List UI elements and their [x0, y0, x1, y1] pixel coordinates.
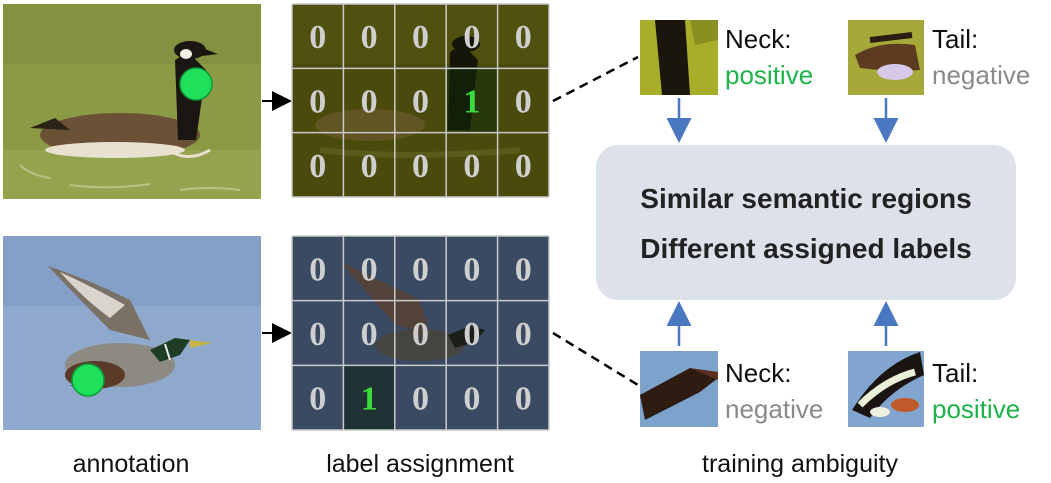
- grid-bottom-cell-label: 0: [412, 316, 429, 353]
- grid-top-background: [292, 4, 549, 197]
- patch-top-left-part: Neck:: [725, 24, 791, 54]
- grid-top-cell-label: 0: [361, 148, 378, 185]
- ambiguity-box-line1: Similar semantic regions: [640, 183, 971, 214]
- grid-top-cell-label: 0: [361, 19, 378, 56]
- caption-training-ambiguity: training ambiguity: [702, 450, 898, 478]
- grid-bottom: 0 0 0 0 00 0 0 0 00 1 0 0 0: [291, 235, 550, 431]
- annotation-point-marker: [179, 67, 213, 101]
- grid-bottom-cell-label: 0: [463, 381, 480, 418]
- grid-top-cell-label: 0: [361, 84, 378, 121]
- grid-bottom-cell-label: 0: [309, 316, 326, 353]
- grid-top-cell-label: 0: [309, 19, 326, 56]
- caption-annotation: annotation: [73, 450, 190, 478]
- grid-bottom-cell-label: 1: [361, 381, 378, 418]
- caption-label-assignment: label assignment: [326, 450, 514, 478]
- patch-tail-bottom: [848, 351, 924, 427]
- grid-top-cell-label: 1: [463, 84, 480, 121]
- grid-top: 0 0 0 0 00 0 0 1 00 0 0 0 0: [291, 3, 550, 198]
- duck-photo: [3, 236, 261, 430]
- grid-top-cell-label: 0: [515, 148, 532, 185]
- grid-bottom-cell-label: 0: [309, 251, 326, 288]
- patch-top-right-part: Tail:: [932, 24, 978, 54]
- grid-bottom-cell-label: 0: [309, 381, 326, 418]
- patch-neck-top: [640, 20, 718, 95]
- goose-photo: [3, 4, 261, 199]
- grid-top-cell-label: 0: [515, 84, 532, 121]
- patch-bottom-right-label: positive: [932, 394, 1020, 424]
- ambiguity-box: [596, 145, 1016, 300]
- grid-bottom-cell-label: 0: [412, 251, 429, 288]
- annotation-point-marker-2: [71, 363, 105, 397]
- grid-top-cell-label: 0: [463, 19, 480, 56]
- grid-bottom-cell-label: 0: [361, 251, 378, 288]
- grid-top-cell-label: 0: [412, 84, 429, 121]
- grid-top-cell-label: 0: [412, 19, 429, 56]
- grid-bottom-background: [292, 236, 549, 430]
- grid-bottom-cell-label: 0: [361, 316, 378, 353]
- patch-neck-bottom: [640, 351, 718, 427]
- patch-top-left-label: positive: [725, 60, 813, 90]
- grid-bottom-cell-label: 0: [463, 251, 480, 288]
- patch-bottom-left-part: Neck:: [725, 358, 791, 388]
- grid-top-cell-label: 0: [309, 84, 326, 121]
- patch-tail-top: [848, 20, 924, 95]
- grid-top-cell-label: 0: [309, 148, 326, 185]
- grid-top-cell-label: 0: [463, 148, 480, 185]
- ambiguity-box-line2: Different assigned labels: [640, 233, 971, 264]
- grid-top-cell-label: 0: [412, 148, 429, 185]
- grid-bottom-cell-label: 0: [412, 381, 429, 418]
- patch-bottom-left-label: negative: [725, 394, 823, 424]
- patch-bottom-right-part: Tail:: [932, 358, 978, 388]
- grid-top-cell-label: 0: [515, 19, 532, 56]
- grid-bottom-cell-label: 0: [515, 251, 532, 288]
- dashed-connector-top: [552, 55, 639, 103]
- grid-bottom-cell-label: 0: [463, 316, 480, 353]
- dashed-connector-bottom: [552, 331, 639, 387]
- grid-bottom-cell-label: 0: [515, 316, 532, 353]
- grid-bottom-cell-label: 0: [515, 381, 532, 418]
- patch-top-right-label: negative: [932, 60, 1030, 90]
